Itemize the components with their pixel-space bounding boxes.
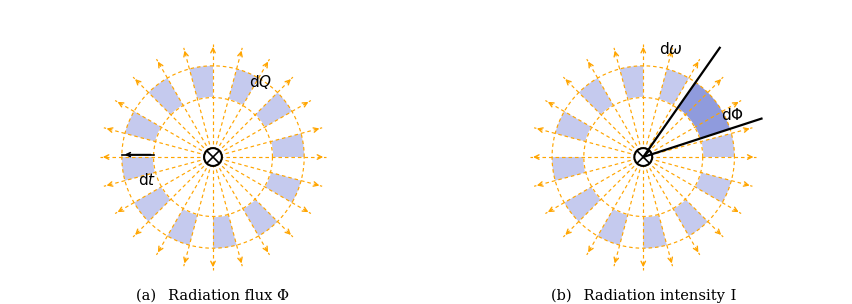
Wedge shape <box>659 69 689 105</box>
Text: $\mathrm{d}t$: $\mathrm{d}t$ <box>138 172 156 188</box>
Wedge shape <box>619 66 643 100</box>
Circle shape <box>204 148 222 166</box>
Wedge shape <box>694 172 731 203</box>
Wedge shape <box>552 157 586 181</box>
Wedge shape <box>228 69 259 105</box>
Text: $\mathrm{d}\Phi$: $\mathrm{d}\Phi$ <box>721 107 744 123</box>
Wedge shape <box>243 199 278 236</box>
Wedge shape <box>673 199 708 236</box>
Wedge shape <box>125 112 162 142</box>
Wedge shape <box>579 78 613 115</box>
Text: $\mathrm{d}\omega$: $\mathrm{d}\omega$ <box>659 41 683 57</box>
Circle shape <box>153 98 273 216</box>
Wedge shape <box>556 112 592 142</box>
Wedge shape <box>685 92 722 127</box>
Wedge shape <box>264 172 301 203</box>
Wedge shape <box>564 187 602 222</box>
Wedge shape <box>167 209 198 245</box>
Wedge shape <box>122 157 156 181</box>
Wedge shape <box>700 133 734 157</box>
Circle shape <box>584 98 703 216</box>
Text: (a)  Radiation flux Φ: (a) Radiation flux Φ <box>136 289 290 303</box>
Wedge shape <box>134 187 171 222</box>
Text: (b)  Radiation intensity  I: (b) Radiation intensity I <box>550 289 736 303</box>
Wedge shape <box>643 215 667 248</box>
Wedge shape <box>189 66 213 100</box>
Wedge shape <box>597 209 628 245</box>
Wedge shape <box>148 78 183 115</box>
Wedge shape <box>270 133 304 157</box>
Text: $\mathrm{d}Q$: $\mathrm{d}Q$ <box>249 73 272 91</box>
Wedge shape <box>677 82 730 139</box>
Circle shape <box>635 148 652 166</box>
Wedge shape <box>255 92 292 127</box>
Wedge shape <box>213 215 237 248</box>
